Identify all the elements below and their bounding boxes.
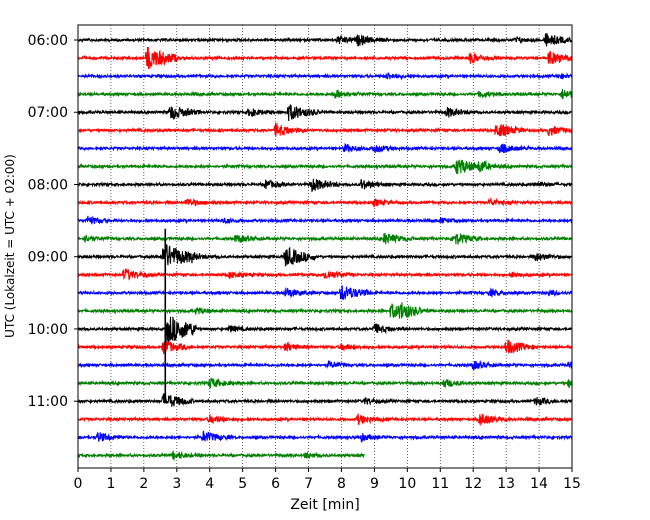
y-tick-label: 08:00 [28,177,68,193]
trace-0915 [77,267,573,281]
plot-frame [77,24,573,469]
x-tick-label: 0 [74,476,83,492]
trace-0930 [77,285,573,300]
trace-0745 [77,159,573,174]
trace-0730 [77,143,573,154]
x-tick-label: 9 [370,476,379,492]
x-tick-label: 4 [205,476,214,492]
y-tick-label: 07:00 [28,105,68,121]
trace-1045 [77,377,573,389]
trace-1030 [77,360,573,371]
y-axis-ticks: 06:00 07:00 08:00 09:00 10:00 11:00 [28,33,78,410]
trace-0815 [77,196,573,208]
x-tick-label: 10 [398,476,416,492]
x-tick-label: 11 [431,476,449,492]
seismic-traces [77,33,573,461]
x-tick-label: 3 [172,476,181,492]
trace-0630 [77,72,573,81]
trace-0800 [77,178,573,192]
x-tick-label: 12 [464,476,482,492]
trace-0600 [77,33,573,47]
trace-1015 [77,339,573,355]
x-tick-label: 5 [238,476,247,492]
x-tick-label: 14 [530,476,548,492]
trace-0830 [77,215,573,225]
trace-0900 [77,244,573,267]
x-axis-ticks: 0 1 2 3 4 5 6 7 8 9 10 11 12 13 14 15 [74,468,581,492]
x-axis-label: Zeit [min] [290,497,359,513]
x-tick-label: 1 [106,476,115,492]
y-tick-label: 11:00 [28,394,68,410]
trace-0615 [77,46,573,70]
trace-1145 [77,450,365,461]
x-tick-label: 15 [563,476,581,492]
y-tick-label: 06:00 [28,33,68,49]
x-tick-label: 2 [139,476,148,492]
y-tick-label: 09:00 [28,250,68,266]
trace-0715 [77,122,573,137]
x-grid [110,25,540,468]
x-tick-label: 13 [497,476,515,492]
x-tick-label: 7 [304,476,313,492]
y-axis-label: UTC (Lokalzeit = UTC + 02:00) [3,154,17,338]
trace-0700 [77,104,573,121]
trace-1000 [77,316,573,344]
x-tick-label: 8 [337,476,346,492]
trace-0845 [77,232,573,245]
trace-0645 [77,88,573,100]
x-tick-label: 6 [271,476,280,492]
trace-1100 [77,393,573,407]
trace-0945 [77,302,573,319]
y-tick-label: 10:00 [28,322,68,338]
trace-1115 [77,413,573,426]
trace-1130 [77,430,573,443]
